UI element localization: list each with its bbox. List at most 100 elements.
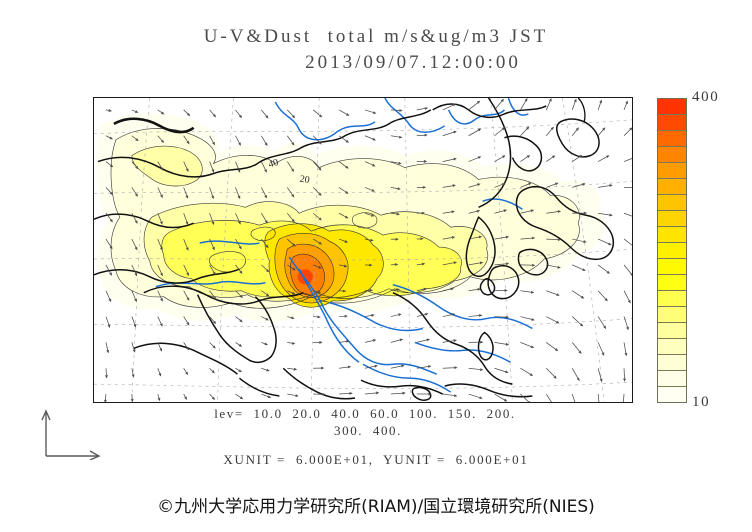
wind-vector [520,155,531,162]
contour-levels-row1: lev= 10.0 20.0 40.0 60.0 100. 150. 200. [214,406,516,421]
wind-vector [338,135,350,143]
wind-vector [364,314,375,317]
wind-vector [338,187,349,194]
wind-vector [494,127,506,137]
wind-vector [287,109,296,119]
wind-vector [313,290,322,294]
wind-vector [287,367,298,371]
wind-vector [520,126,530,137]
wind-vector [261,238,269,249]
wind-vector [623,127,632,137]
wind-vector [209,213,215,226]
wind-vector [312,212,322,221]
wind-vector [571,98,577,111]
wind-vector [209,290,217,300]
wind-vector [571,368,580,382]
wind-vector [597,368,603,383]
wind-vector [261,264,270,273]
wind-vector [520,367,534,376]
wind-vector [261,213,268,224]
contour-inline-labels: 40 20 [267,157,310,186]
wind-vector [131,368,135,378]
rivers [155,98,533,393]
wind-vector [105,213,113,223]
wind-vector [105,342,110,354]
wind-vector [546,393,552,402]
wind-vector [105,238,113,250]
colorbar-band-13 [658,307,686,323]
wind-vector [623,264,632,276]
wind-vector [312,238,323,245]
wind-vector [312,135,322,145]
colorbar-band-2 [658,131,686,147]
wind-vectors [104,98,632,402]
wind-vector [494,235,510,240]
map-plot-area[interactable]: 40 20 [93,97,633,403]
wind-vector [572,155,583,162]
wind-vector [105,290,112,303]
wind-vector [442,287,454,292]
wind-vector [494,183,506,188]
wind-vector [286,213,295,223]
wind-vector [494,98,504,111]
wind-vector [416,133,428,137]
wind-vector [416,313,429,317]
wind-vector [209,135,215,146]
wind-vector [390,313,402,317]
colorbar-band-18 [658,387,686,402]
wind-vector [442,236,456,240]
colorbar-band-11 [658,275,686,291]
wind-vector [546,155,556,162]
wind-vector [572,183,586,188]
wind-vector [131,238,138,251]
wind-vector [468,156,482,162]
wind-vector [572,290,585,299]
colorbar[interactable] [657,98,687,403]
wind-vector [364,339,377,343]
wind-vector [364,238,374,242]
wind-vector [546,316,560,324]
wind-vector [235,290,243,299]
wind-vector [416,392,432,396]
wind-vector [105,109,113,112]
wind-vector [235,238,242,250]
colorbar-band-9 [658,243,686,259]
wind-vector [209,161,215,173]
wind-vector [597,155,610,162]
colorbar-band-17 [658,371,686,387]
wind-vector [597,99,602,111]
wind-vector [235,161,241,173]
wind-vector [157,393,161,402]
wind-vector [235,316,243,323]
wind-vector [364,212,375,217]
wind-vector [235,135,241,146]
wind-vector [390,161,402,165]
wind-vector [183,187,189,199]
wind-vector [338,212,349,219]
wind-vector [157,213,163,225]
contour-levels-block: lev= 10.0 20.0 40.0 60.0 100. 150. 200. … [93,405,633,439]
wind-vector [442,210,455,214]
wind-vector [183,290,190,301]
wind-vector [494,367,509,374]
wind-vector [261,290,270,297]
wind-vector [183,342,189,351]
wind-vector [442,157,457,162]
wind-vector [390,135,403,139]
wind-vector [313,341,323,344]
wind-vector [494,209,508,214]
wind-vector [546,264,561,269]
map-canvas: 40 20 [94,98,632,402]
wind-vector [209,342,216,349]
wind-vector [131,316,137,328]
wind-vector [442,339,457,343]
wind-vector [313,393,326,396]
wind-vector [623,290,631,304]
wind-vector [390,263,399,267]
wind-vector [597,238,612,246]
wind-vector [209,367,215,374]
wind-vector [390,391,406,395]
wind-vector [622,394,625,402]
wind-vector [623,100,628,111]
wind-vector [104,394,107,402]
